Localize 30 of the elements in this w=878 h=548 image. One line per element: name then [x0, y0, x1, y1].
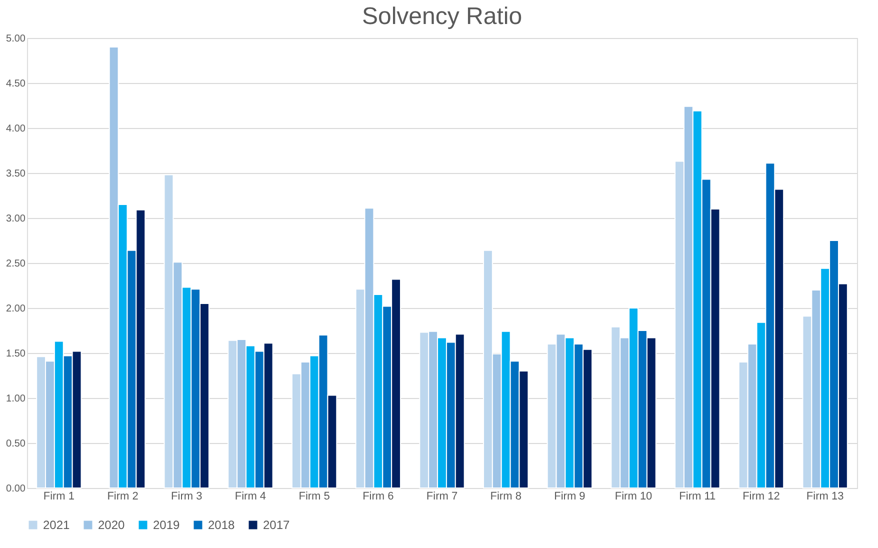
x-tick-label: Firm 6 — [362, 490, 394, 502]
x-tick-label: Firm 1 — [43, 490, 75, 502]
x-tick-label: Firm 8 — [490, 490, 522, 502]
y-tick-label: 5.00 — [6, 34, 26, 44]
y-tick-label: 3.00 — [6, 214, 26, 224]
x-tick-label: Firm 3 — [171, 490, 202, 502]
x-tick-label: Firm 5 — [298, 490, 330, 502]
y-tick-label: 0.00 — [6, 484, 26, 494]
y-tick-label: 3.50 — [6, 168, 26, 180]
legend-label: 2021 — [43, 518, 70, 532]
legend-label: 2020 — [98, 518, 126, 532]
y-tick-label: 4.00 — [6, 124, 26, 134]
x-tick-label: Firm 11 — [679, 490, 716, 502]
y-tick-label: 1.00 — [6, 394, 26, 404]
legend-label: 2018 — [208, 518, 236, 532]
x-tick-label: Firm 13 — [806, 490, 844, 502]
x-tick-label: Firm 7 — [426, 490, 458, 502]
y-tick-label: 2.00 — [6, 304, 26, 314]
y-tick-label: 1.50 — [6, 348, 26, 360]
legend-label: 2017 — [263, 518, 290, 532]
x-tick-label: Firm 9 — [554, 490, 586, 502]
x-tick-label: Firm 12 — [742, 490, 780, 502]
x-tick-label: Firm 4 — [234, 490, 266, 502]
x-tick-label: Firm 10 — [614, 490, 652, 502]
y-tick-label: 4.50 — [6, 78, 26, 90]
chart-title: Solvency Ratio — [362, 3, 522, 30]
y-tick-label: 0.50 — [6, 438, 26, 450]
y-tick-label: 2.50 — [6, 258, 26, 270]
x-tick-label: Firm 2 — [107, 490, 138, 502]
legend-label: 2019 — [153, 518, 180, 532]
